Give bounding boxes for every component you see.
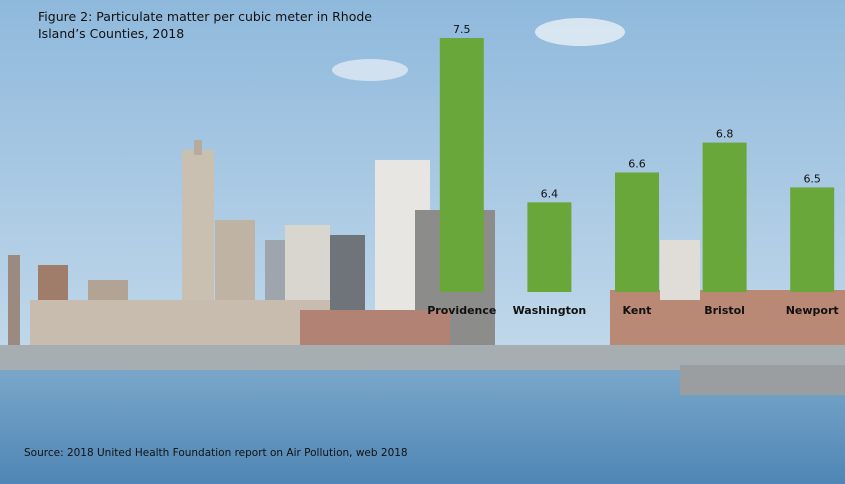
chart-title: Figure 2: Particulate matter per cubic m… xyxy=(38,9,372,41)
bar xyxy=(790,187,835,292)
bar xyxy=(527,202,572,292)
source-note: Source: 2018 United Health Foundation re… xyxy=(24,447,408,459)
category-label: Bristol xyxy=(704,304,745,317)
category-label: Newport xyxy=(786,304,839,317)
data-label: 6.4 xyxy=(541,187,559,200)
bar xyxy=(702,142,747,292)
category-label: Washington xyxy=(513,304,587,317)
category-label: Kent xyxy=(623,304,652,317)
data-label: 6.5 xyxy=(803,172,821,185)
data-label: 7.5 xyxy=(453,23,471,36)
bar xyxy=(615,172,659,292)
data-label: 6.8 xyxy=(716,128,734,141)
bar xyxy=(439,38,484,292)
data-label: 6.6 xyxy=(628,157,646,170)
category-label: Providence xyxy=(427,304,496,317)
